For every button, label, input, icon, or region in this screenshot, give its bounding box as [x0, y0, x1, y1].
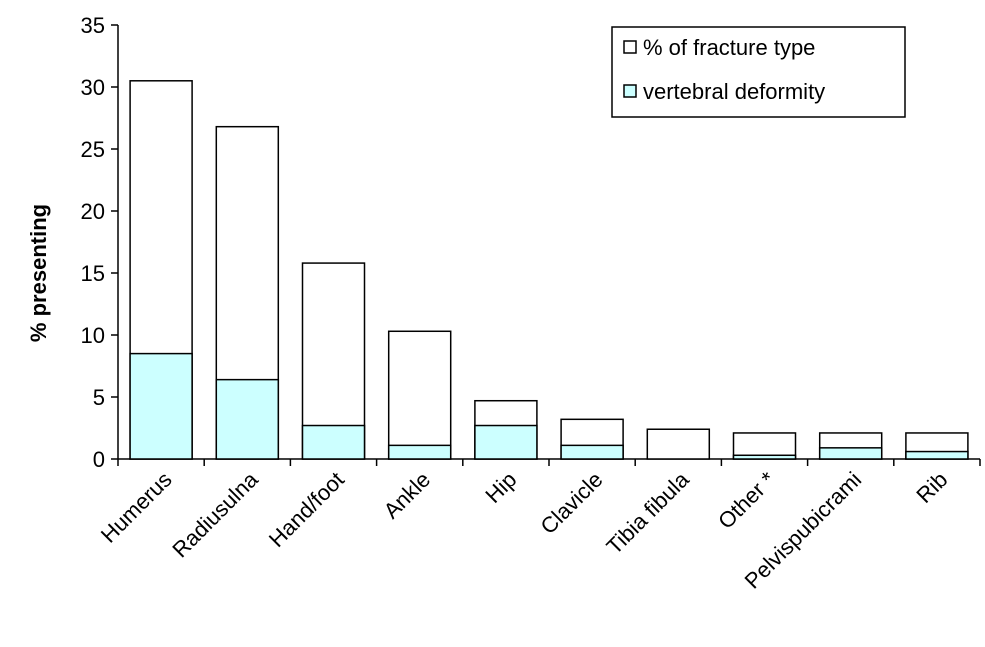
category-label: Other *	[713, 467, 780, 534]
bar-vertebral-deformity	[560, 444, 624, 460]
bar-vertebral-deformity	[732, 454, 797, 460]
bar-fracture-type	[646, 428, 711, 460]
category-label: Ankle	[379, 467, 436, 524]
y-tick-label: 15	[81, 261, 105, 286]
bar-vertebral-deformity	[818, 447, 883, 460]
category-label: Hip	[480, 467, 521, 508]
category-label: Rib	[911, 467, 952, 508]
category-label: Radiusulna	[167, 466, 263, 562]
y-tick-label: 20	[81, 199, 105, 224]
category-label: Tibia fibula	[602, 466, 695, 559]
legend-box	[611, 26, 906, 118]
bar-vertebral-deformity	[474, 424, 538, 460]
y-axis-title: % presenting	[26, 204, 51, 342]
bar-fracture-type	[387, 330, 452, 460]
bars	[129, 80, 969, 460]
y-tick-label: 10	[81, 323, 105, 348]
category-label: Clavicle	[535, 467, 607, 539]
legend-swatch-vertebral-deformity	[623, 84, 637, 98]
category-label: Humerus	[96, 467, 177, 548]
y-tick-label: 0	[93, 447, 105, 472]
legend-swatch-fracture-type	[623, 40, 637, 54]
legend-label-fracture-type: % of fracture type	[643, 35, 815, 60]
bar-vertebral-deformity	[387, 444, 452, 460]
category-label: Hand/foot	[264, 467, 349, 552]
bar-vertebral-deformity	[129, 352, 193, 460]
y-tick-label: 30	[81, 75, 105, 100]
legend-label-vertebral-deformity: vertebral deformity	[643, 79, 825, 104]
y-tick-label: 35	[81, 13, 105, 38]
bar-vertebral-deformity	[215, 378, 280, 460]
bar-vertebral-deformity	[301, 424, 366, 460]
y-tick-label: 5	[93, 385, 105, 410]
bar-vertebral-deformity	[905, 450, 969, 460]
y-tick-label: 25	[81, 137, 105, 162]
legend: % of fracture type vertebral deformity	[611, 26, 906, 118]
